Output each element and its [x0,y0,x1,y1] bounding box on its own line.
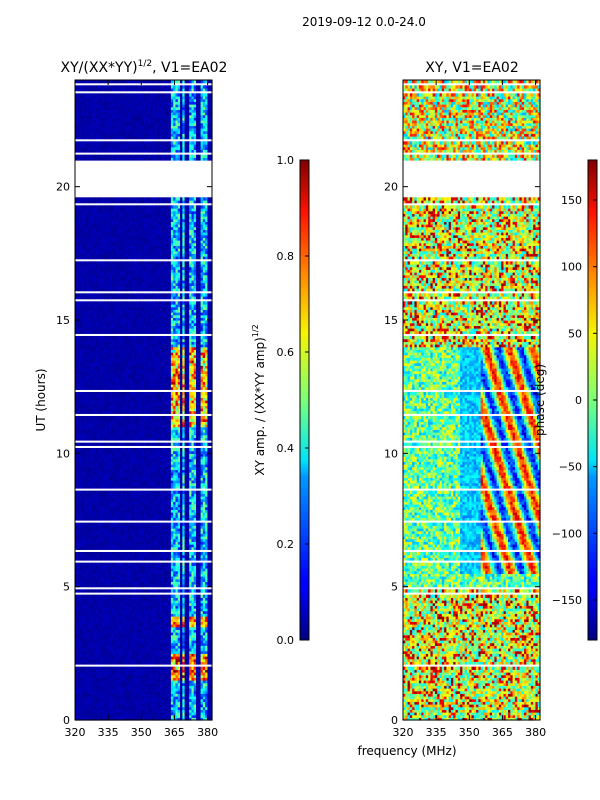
amp-heatmap [75,80,213,721]
figure: 2019-09-12 0.0-24.0 XY/(XX*YY)1/2, V1=EA… [0,0,600,800]
figure-suptitle: 2019-09-12 0.0-24.0 [302,15,426,29]
amp-panel-title: XY/(XX*YY)1/2, V1=EA02 [61,59,228,76]
